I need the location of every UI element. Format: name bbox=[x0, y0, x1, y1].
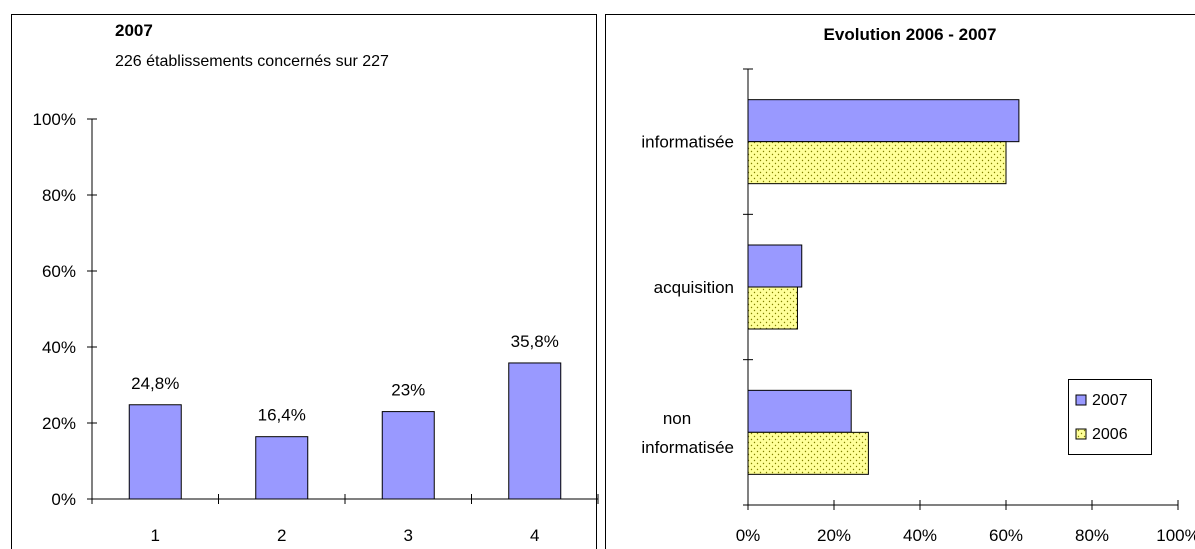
right-x-tick-label: 80% bbox=[1075, 526, 1109, 545]
bar-data-label: 23% bbox=[391, 381, 425, 400]
left-chart-title: 2007 bbox=[115, 21, 153, 40]
hbar-2006-1 bbox=[747, 141, 1007, 185]
left-y-tick-label: 60% bbox=[42, 262, 76, 281]
hbar-2007-1 bbox=[747, 99, 1020, 143]
bar-4 bbox=[508, 362, 562, 500]
left-x-tick-label: 1 bbox=[151, 526, 160, 545]
bar-data-label: 24,8% bbox=[131, 374, 179, 393]
left-y-tick-label: 20% bbox=[42, 414, 76, 433]
right-x-tick-label: 60% bbox=[989, 526, 1023, 545]
legend-swatch-2006 bbox=[1075, 428, 1087, 440]
bar-data-label: 16,4% bbox=[258, 406, 306, 425]
right-category-label: informatisée bbox=[641, 133, 734, 152]
legend-label-2007: 2007 bbox=[1092, 392, 1128, 409]
left-plot-area: 0% 20% 40% 60% 80% 100% 24,8% 1 16,4% 2 23% 3 35,8% 4 bbox=[33, 110, 599, 545]
right-plot-area: 0% 20% 40% 60% 80% 100% informatisée acquisitio… bbox=[641, 68, 1195, 545]
left-y-tick-label: 100% bbox=[33, 110, 76, 129]
legend-swatch-2007 bbox=[1075, 394, 1087, 406]
hbar-2007-2 bbox=[747, 244, 803, 288]
left-y-tick-label: 40% bbox=[42, 338, 76, 357]
bar-2 bbox=[255, 436, 309, 500]
left-chart-subtitle: 226 établissements concernés sur 227 bbox=[115, 53, 389, 70]
legend-box bbox=[1068, 379, 1152, 455]
hbar-2007-3 bbox=[747, 389, 852, 433]
right-chart-title: Evolution 2006 - 2007 bbox=[824, 25, 997, 44]
right-category-label: non bbox=[663, 409, 691, 428]
right-x-tick-label: 100% bbox=[1156, 526, 1195, 545]
bar-data-label: 35,8% bbox=[511, 332, 559, 351]
right-x-tick-label: 20% bbox=[817, 526, 851, 545]
left-x-tick-label: 4 bbox=[530, 526, 539, 545]
legend: 2007 2006 bbox=[1068, 379, 1152, 455]
hbar-2006-3 bbox=[747, 431, 869, 475]
bar-1 bbox=[128, 404, 182, 500]
left-x-tick-label: 3 bbox=[404, 526, 413, 545]
left-x-tick-label: 2 bbox=[277, 526, 286, 545]
left-y-tick-label: 0% bbox=[51, 490, 76, 509]
legend-label-2006: 2006 bbox=[1092, 426, 1128, 443]
right-x-tick-label: 40% bbox=[903, 526, 937, 545]
right-category-label: informatisée bbox=[641, 438, 734, 457]
right-x-tick-label: 0% bbox=[736, 526, 761, 545]
left-y-tick-label: 80% bbox=[42, 186, 76, 205]
hbar-2006-2 bbox=[747, 286, 798, 330]
bar-3 bbox=[381, 411, 435, 500]
right-category-label: acquisition bbox=[654, 278, 734, 297]
